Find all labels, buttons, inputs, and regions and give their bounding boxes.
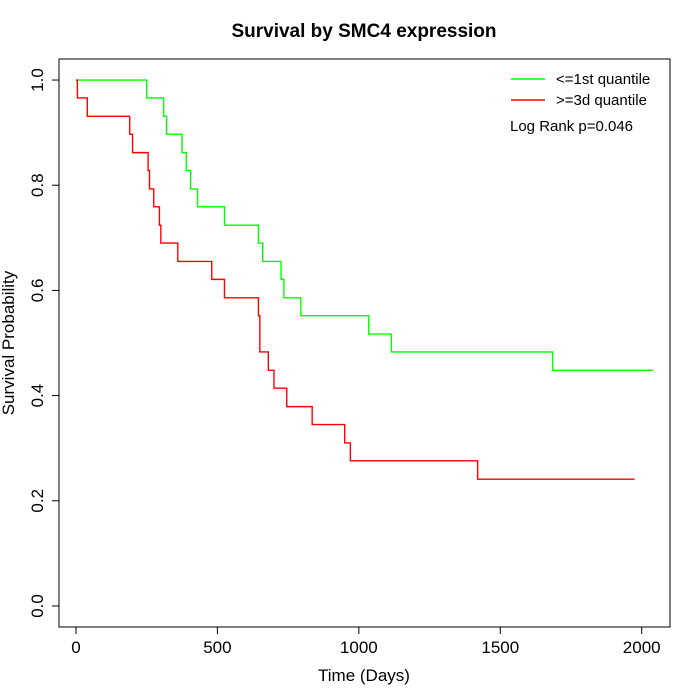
y-tick-label: 0.2 (28, 489, 47, 513)
y-tick-label: 1.0 (28, 68, 47, 92)
legend-label: >=3d quantile (556, 92, 647, 109)
chart-title: Survival by SMC4 expression (231, 21, 496, 42)
x-axis: 0 500 1000 1500 2000 (71, 626, 661, 657)
series-layer (75, 79, 654, 480)
y-tick-label: 0.8 (28, 173, 47, 197)
x-tick-label: 1000 (340, 638, 378, 657)
x-tick-label: 0 (71, 638, 80, 657)
y-axis: 0.0 0.2 0.4 0.6 0.8 1.0 (28, 68, 60, 618)
y-tick-label: 0.6 (28, 279, 47, 303)
legend: <=1st quantile >=3d quantile (511, 71, 650, 109)
x-tick-label: 2000 (623, 638, 661, 657)
x-tick-label: 500 (203, 638, 231, 657)
y-tick-label: 0.4 (28, 384, 47, 408)
x-axis-label: Time (Days) (318, 666, 410, 685)
series-line-1 (75, 79, 654, 372)
y-tick-label: 0.0 (28, 594, 47, 618)
series-line-2 (75, 79, 635, 480)
y-axis-label: Survival Probability (0, 270, 18, 415)
plot-frame (58, 58, 671, 628)
legend-label: <=1st quantile (556, 71, 650, 88)
x-tick-label: 1500 (481, 638, 519, 657)
log-rank-annotation: Log Rank p=0.046 (510, 118, 633, 135)
